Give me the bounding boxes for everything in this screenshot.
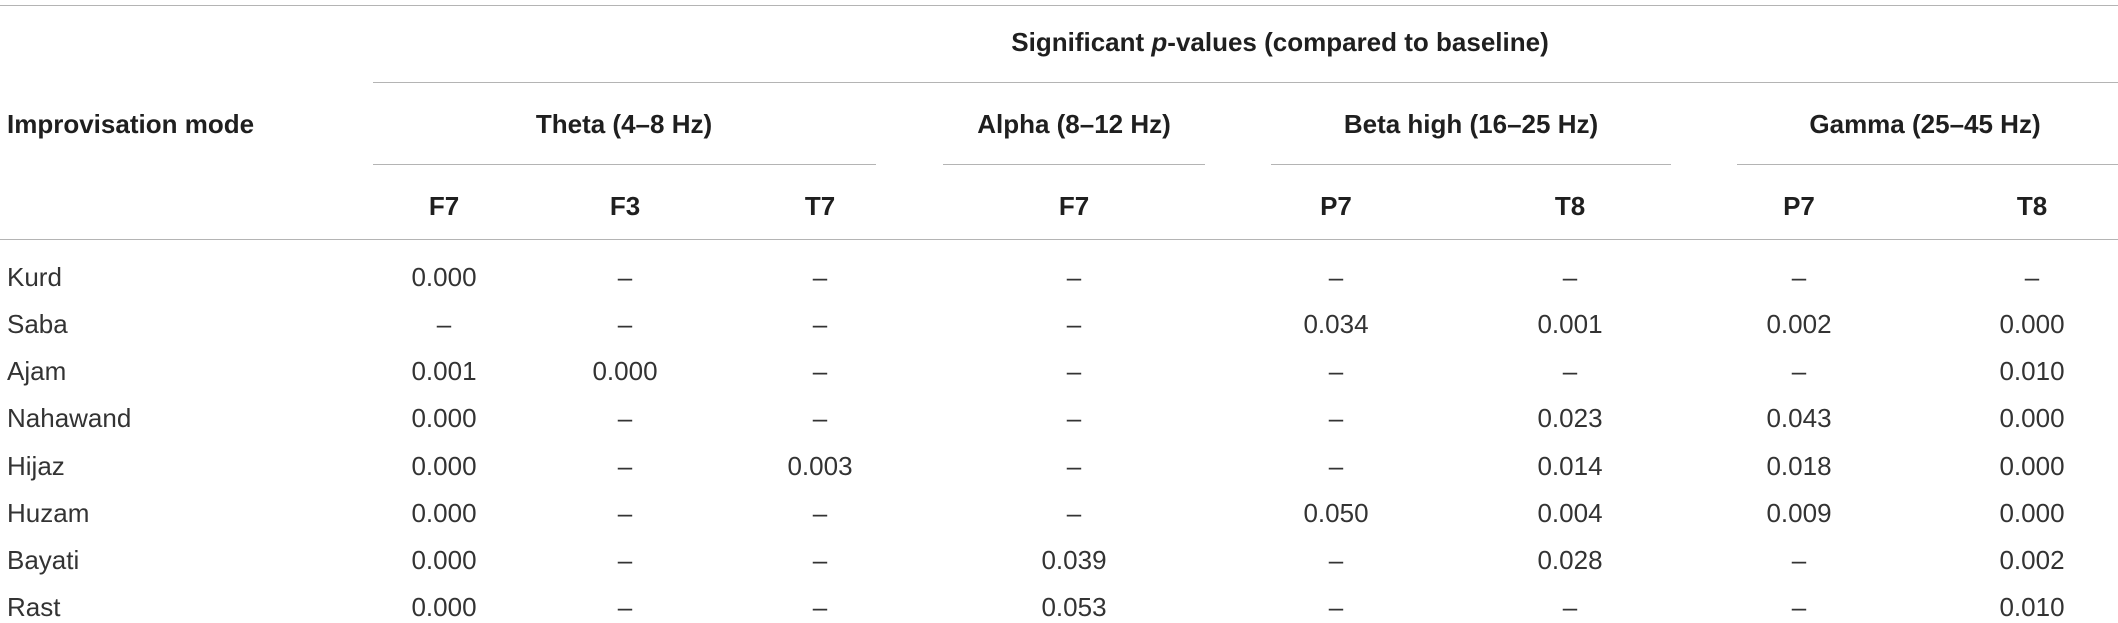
table-cell: – [617, 451, 633, 481]
table-cell: – [812, 403, 828, 433]
table-cell: 0.000 [1999, 498, 2065, 528]
table-cell: 0.014 [1537, 451, 1603, 481]
table-cell: 0.000 [411, 498, 477, 528]
channel-header: T8 [1554, 191, 1586, 221]
table-cell: – [617, 592, 633, 622]
table-cell: 0.000 [1999, 403, 2065, 433]
table-cell: – [1328, 356, 1344, 386]
table-cell: – [1791, 262, 1807, 292]
row-label: Hijaz [7, 451, 65, 481]
header-bottom-rule [0, 239, 2118, 240]
table-cell: 0.034 [1303, 309, 1369, 339]
table-cell: 0.018 [1766, 451, 1832, 481]
table-cell: – [2024, 262, 2040, 292]
row-label: Kurd [7, 262, 62, 292]
table-cell: 0.023 [1537, 403, 1603, 433]
super-header: Significant p-values (compared to baseli… [1011, 27, 1549, 57]
table-cell: – [1328, 403, 1344, 433]
table-cell: 0.000 [411, 451, 477, 481]
table-cell: – [1328, 545, 1344, 575]
table-cell: 0.009 [1766, 498, 1832, 528]
table-cell: – [812, 545, 828, 575]
table-cell: – [1562, 356, 1578, 386]
table-cell: 0.001 [411, 356, 477, 386]
table-cell: – [812, 309, 828, 339]
table-cell: – [812, 498, 828, 528]
table-cell: 0.000 [1999, 451, 2065, 481]
table-cell: 0.050 [1303, 498, 1369, 528]
channel-header: P7 [1783, 191, 1815, 221]
table-cell: 0.010 [1999, 356, 2065, 386]
row-label: Bayati [7, 545, 80, 575]
table-cell: – [1328, 262, 1344, 292]
table-cell: 0.004 [1537, 498, 1603, 528]
row-label: Ajam [7, 356, 67, 386]
channel-header: T8 [2016, 191, 2048, 221]
table-cell: – [1066, 451, 1082, 481]
table-cell: – [617, 498, 633, 528]
table-cell: 0.000 [411, 545, 477, 575]
table-cell: – [1562, 262, 1578, 292]
top-rule [0, 5, 2118, 6]
table-cell: – [436, 309, 452, 339]
table-cell: – [1066, 498, 1082, 528]
table-cell: – [812, 356, 828, 386]
band-rule-beta [1271, 164, 1671, 165]
row-label: Rast [7, 592, 61, 622]
table-cell: – [1066, 262, 1082, 292]
table-cell: – [617, 403, 633, 433]
table-cell: – [1791, 356, 1807, 386]
table-cell: – [1562, 592, 1578, 622]
channel-header: F7 [428, 191, 460, 221]
table-cell: 0.000 [411, 262, 477, 292]
band-header-theta: Theta (4–8 Hz) [535, 109, 713, 139]
channel-header: T7 [804, 191, 836, 221]
row-label: Nahawand [7, 403, 132, 433]
band-header-beta-high: Beta high (16–25 Hz) [1343, 109, 1599, 139]
table-cell: 0.043 [1766, 403, 1832, 433]
table-cell: – [617, 262, 633, 292]
table-cell: – [1791, 545, 1807, 575]
table-cell: 0.028 [1537, 545, 1603, 575]
table-cell: – [617, 545, 633, 575]
table-cell: 0.000 [411, 592, 477, 622]
table-cell: – [1791, 592, 1807, 622]
table-cell: – [617, 309, 633, 339]
band-rule-gamma [1737, 164, 2118, 165]
table-cell: 0.000 [1999, 309, 2065, 339]
channel-header: F3 [609, 191, 641, 221]
table-cell: 0.000 [592, 356, 658, 386]
row-label: Saba [7, 309, 68, 339]
table-cell: 0.053 [1041, 592, 1107, 622]
table-cell: – [1066, 403, 1082, 433]
table-cell: 0.001 [1537, 309, 1603, 339]
table-cell: 0.010 [1999, 592, 2065, 622]
table-cell: – [1066, 356, 1082, 386]
channel-header: P7 [1320, 191, 1352, 221]
table-cell: – [1328, 451, 1344, 481]
band-header-alpha: Alpha (8–12 Hz) [977, 109, 1171, 139]
table-cell: 0.002 [1999, 545, 2065, 575]
band-rule-theta [373, 164, 876, 165]
table-cell: – [1328, 592, 1344, 622]
super-header-rule [373, 82, 2118, 83]
band-header-gamma: Gamma (25–45 Hz) [1809, 109, 2041, 139]
row-header-improvisation-mode: Improvisation mode [7, 109, 255, 139]
band-rule-alpha [943, 164, 1205, 165]
table-cell: 0.002 [1766, 309, 1832, 339]
row-label: Huzam [7, 498, 90, 528]
table-cell: – [812, 592, 828, 622]
channel-header: F7 [1058, 191, 1090, 221]
table-cell: 0.039 [1041, 545, 1107, 575]
table-cell: – [1066, 309, 1082, 339]
table-cell: 0.000 [411, 403, 477, 433]
table-cell: – [812, 262, 828, 292]
table-cell: 0.003 [787, 451, 853, 481]
